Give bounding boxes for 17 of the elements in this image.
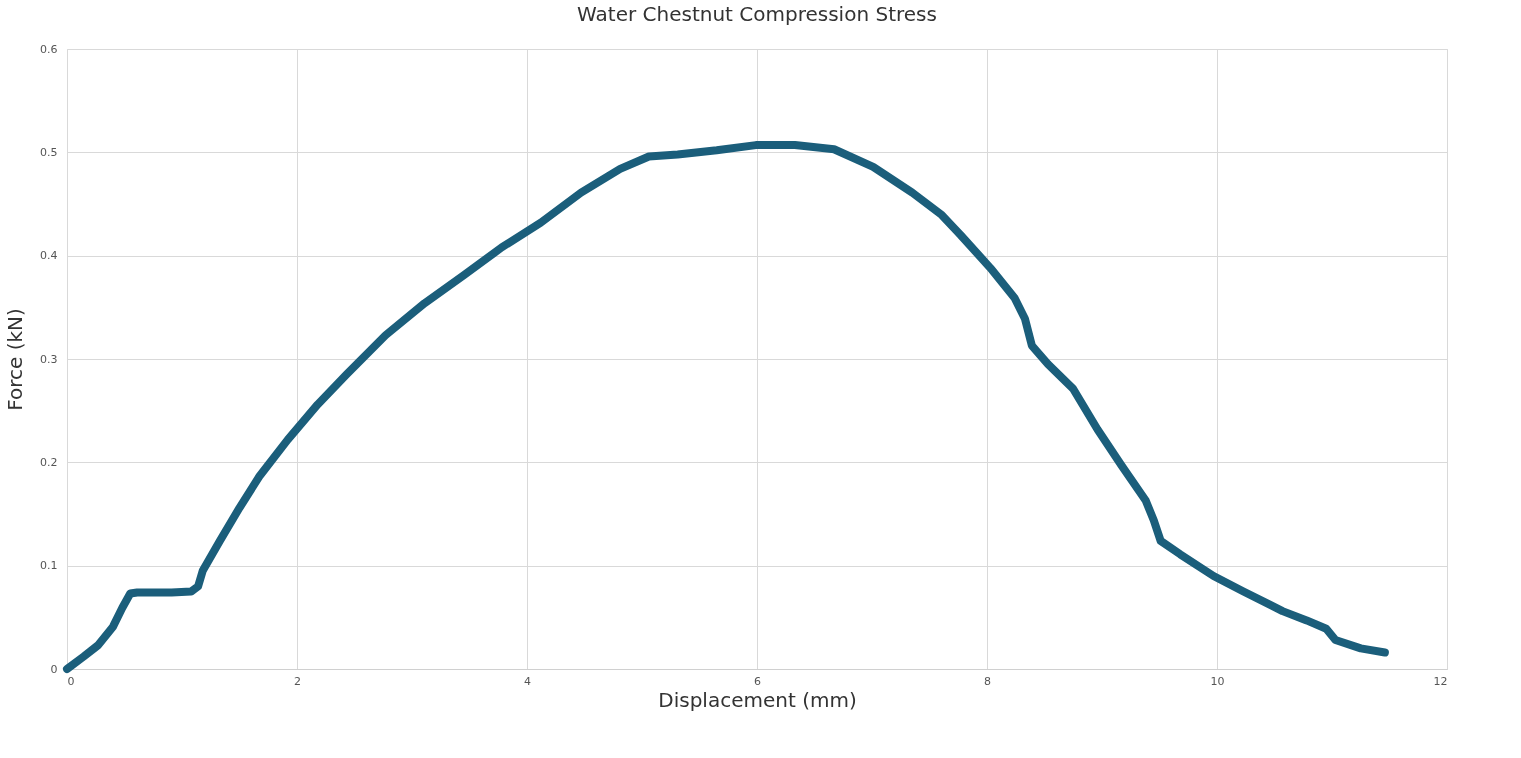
y-axis-title: Force (kN) — [3, 308, 28, 411]
x-tick-label: 4 — [524, 674, 531, 688]
y-tick-label: 0.3 — [40, 352, 58, 366]
chart-title: Water Chestnut Compression Stress — [577, 2, 937, 26]
y-tick-label: 0.6 — [40, 42, 58, 56]
y-tick-label: 0.5 — [40, 145, 58, 159]
y-tick-label: 0.2 — [40, 455, 58, 469]
x-tick-label: 8 — [984, 674, 991, 688]
x-tick-label: 12 — [1433, 674, 1448, 688]
y-tick-label: 0 — [50, 662, 58, 676]
x-tick-label: 10 — [1210, 674, 1225, 688]
y-tick-label: 0.4 — [40, 249, 58, 263]
x-tick-label: 0 — [67, 674, 75, 688]
x-axis-title: Displacement (mm) — [658, 687, 857, 712]
x-tick-label: 6 — [754, 674, 761, 688]
y-tick-label: 0.1 — [40, 559, 58, 573]
x-tick-label: 2 — [294, 674, 301, 688]
